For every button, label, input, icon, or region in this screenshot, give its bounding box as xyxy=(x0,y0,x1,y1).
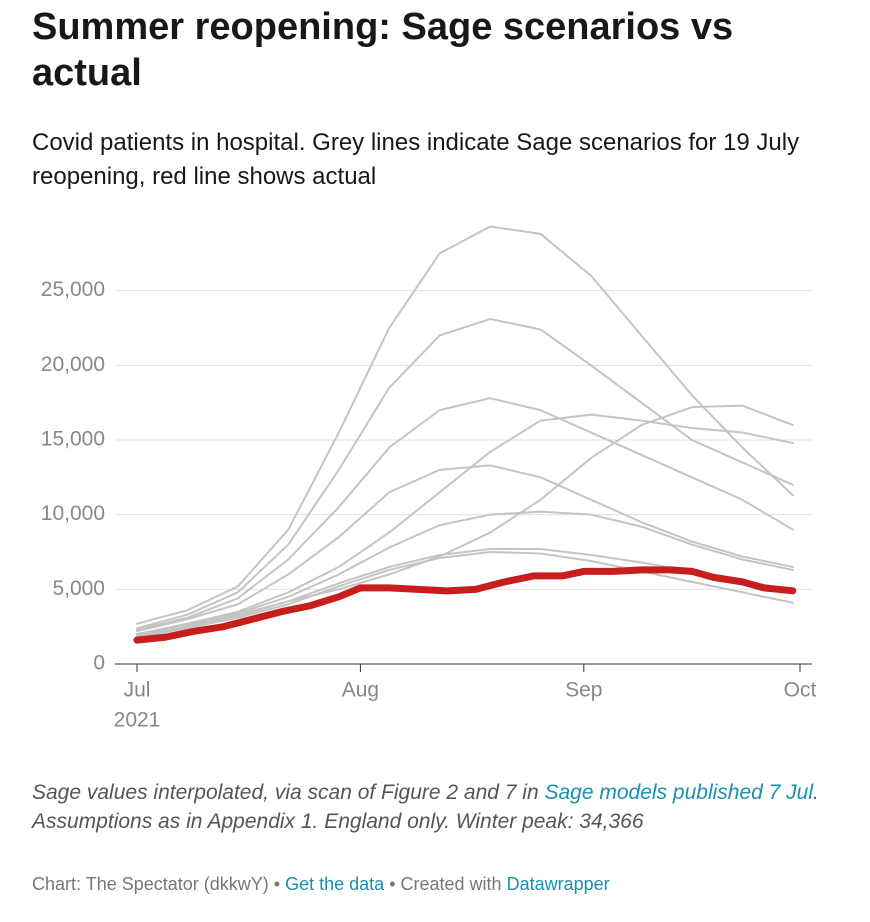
x-tick-label: Jul xyxy=(124,679,151,702)
credits: Chart: The Spectator (dkkwY) • Get the d… xyxy=(32,874,610,895)
series-line xyxy=(133,566,797,644)
y-tick-label: 20,000 xyxy=(41,353,105,376)
notes: Sage values interpolated, via scan of Fi… xyxy=(32,778,832,836)
x-year-label: 2021 xyxy=(114,709,161,732)
credit-created: • Created with xyxy=(389,874,502,894)
series-line xyxy=(136,397,794,631)
note-text: Sage values interpolated, via scan of Fi… xyxy=(32,781,539,804)
series-line xyxy=(136,404,794,636)
y-tick-label: 10,000 xyxy=(41,502,105,525)
series-line xyxy=(136,318,794,630)
y-tick-label: 25,000 xyxy=(41,278,105,301)
y-tick-label: 5,000 xyxy=(52,577,105,600)
tool-link[interactable]: Datawrapper xyxy=(506,874,610,894)
y-tick-label: 15,000 xyxy=(41,428,105,451)
note-text: . Assumptions as in Appendix 1. England … xyxy=(32,781,819,833)
title: Summer reopening: Sage scenarios vs actu… xyxy=(32,6,734,94)
series-line xyxy=(136,551,794,639)
x-tick-label: Aug xyxy=(342,679,379,702)
chart: 0 5,000 10,000 15,000 20,000 25,000 Jul Aug Sep O… xyxy=(41,225,817,732)
series-line xyxy=(136,225,794,625)
x-tick-label: Oct xyxy=(784,679,817,702)
series-line xyxy=(136,413,794,636)
separator: • xyxy=(273,874,281,894)
subtitle: Covid patients in hospital. Grey lines i… xyxy=(32,129,800,190)
series-line xyxy=(136,510,794,636)
credit-source: Chart: The Spectator (dkkwY) xyxy=(32,874,269,894)
x-tick-label: Sep xyxy=(565,679,602,702)
data-link[interactable]: Get the data xyxy=(285,874,385,894)
y-tick-label: 0 xyxy=(93,652,105,675)
note-link[interactable]: Sage models published 7 Jul xyxy=(544,781,814,804)
series-line xyxy=(136,464,794,633)
